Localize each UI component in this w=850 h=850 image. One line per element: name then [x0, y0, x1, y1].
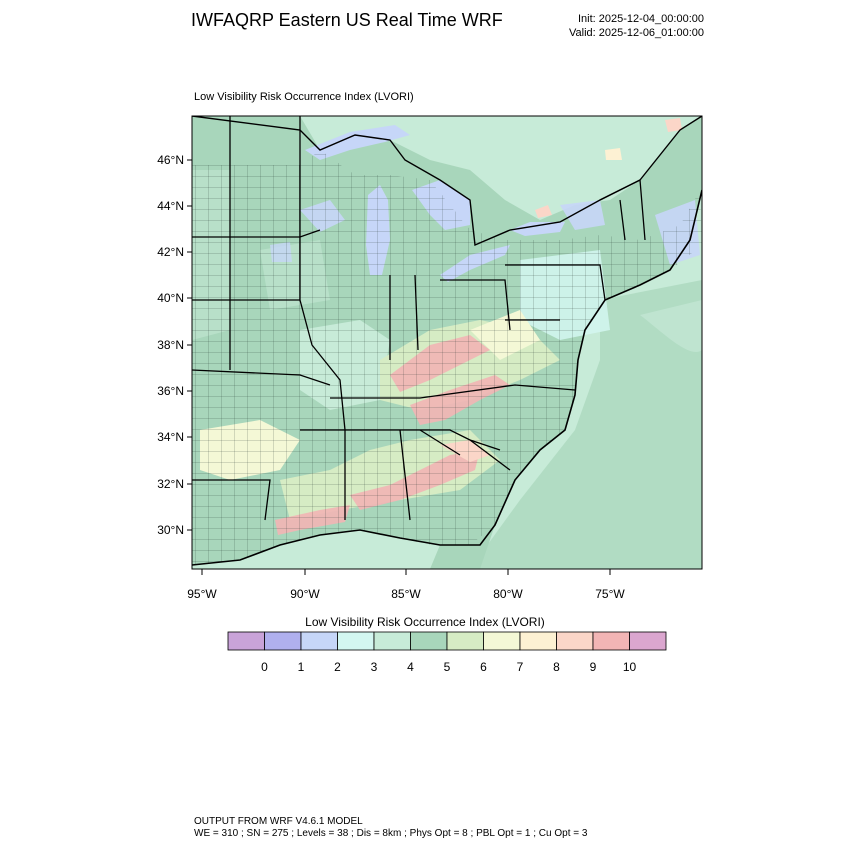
colorbar-tick-label: 5 — [444, 660, 451, 674]
init-time: Init: 2025-12-04_00:00:00 — [578, 13, 704, 25]
international-border — [192, 116, 702, 247]
lat-tick-labels: 46°N 44°N 42°N 40°N 38°N 36°N 34°N 32°N … — [157, 153, 184, 537]
colorbar-tick-label: 7 — [517, 660, 524, 674]
colorbar-tick-label: 9 — [590, 660, 597, 674]
lon-label: 95°W — [187, 587, 217, 601]
colorbar-tick-label: 6 — [480, 660, 487, 674]
lat-label: 34°N — [157, 430, 184, 444]
colorbar-tick-label: 8 — [553, 660, 560, 674]
valid-time: Valid: 2025-12-06_01:00:00 — [569, 27, 704, 39]
state-borders — [192, 116, 646, 521]
footer-model: OUTPUT FROM WRF V4.6.1 MODEL — [194, 816, 363, 827]
lon-label: 75°W — [595, 587, 625, 601]
colorbar-tick-label: 3 — [371, 660, 378, 674]
colorbar-swatch — [592, 631, 630, 651]
lat-label: 46°N — [157, 153, 184, 167]
colorbar-swatch — [337, 631, 375, 651]
lon-label: 80°W — [493, 587, 523, 601]
colorbar-swatch — [264, 631, 302, 651]
lat-tick-marks — [187, 159, 192, 531]
lat-label: 44°N — [157, 199, 184, 213]
colorbar-tick-label: 4 — [407, 660, 414, 674]
lon-label: 85°W — [391, 587, 421, 601]
colorbar-swatch — [373, 631, 411, 651]
colorbar-swatch — [410, 631, 448, 651]
lake-superior — [305, 125, 410, 160]
colorbar-swatch — [519, 631, 557, 651]
lat-label: 38°N — [157, 338, 184, 352]
colorbar-tick-label: 1 — [298, 660, 305, 674]
ocean-shade — [470, 280, 702, 569]
colorbar-tick-label: 0 — [261, 660, 268, 674]
map-frame — [191, 115, 703, 570]
lat-label: 42°N — [157, 245, 184, 259]
colorbar-swatch — [446, 631, 484, 651]
chart-title: IWFAQRP Eastern US Real Time WRF — [191, 10, 503, 30]
lat-label: 32°N — [157, 477, 184, 491]
colorbar-swatch — [483, 631, 521, 651]
colorbar — [227, 631, 667, 651]
colorbar-swatch — [300, 631, 338, 651]
lon-tick-labels: 95°W 90°W 85°W 80°W 75°W — [187, 587, 625, 601]
colorbar-tick-label: 10 — [623, 660, 637, 674]
ocean-shade-2 — [640, 300, 702, 352]
colorbar-swatch — [556, 631, 594, 651]
lake-ontario — [510, 222, 565, 236]
colorbar-title: Low Visibility Risk Occurrence Index (LV… — [305, 615, 545, 629]
field-subtitle: Low Visibility Risk Occurrence Index (LV… — [194, 91, 414, 103]
footer-config: WE = 310 ; SN = 275 ; Levels = 38 ; Dis … — [194, 828, 588, 839]
lon-label: 90°W — [290, 587, 320, 601]
lat-label: 36°N — [157, 384, 184, 398]
lat-label: 30°N — [157, 523, 184, 537]
colorbar-swatch — [227, 631, 265, 651]
county-grid — [192, 150, 702, 565]
map-area — [192, 116, 702, 569]
colorbar-swatch — [629, 631, 667, 651]
lat-label: 40°N — [157, 291, 184, 305]
coastline — [192, 189, 702, 566]
colorbar-tick-label: 2 — [334, 660, 341, 674]
lon-tick-marks — [201, 569, 611, 575]
colorbar-labels: 0 1 2 3 4 5 6 7 8 9 10 — [261, 660, 636, 674]
